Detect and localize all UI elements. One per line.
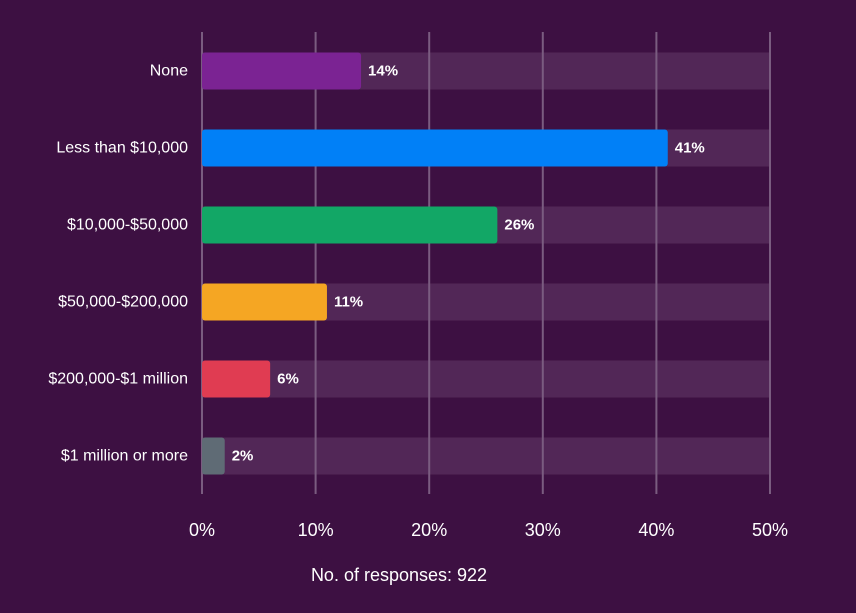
x-tick-label: 0% [189,520,215,540]
bar-track [202,360,770,398]
bar [202,52,362,90]
bar-tracks [202,52,770,475]
category-label: $50,000-$200,000 [58,294,188,311]
bars [202,52,668,475]
bar [202,283,327,321]
x-tick-label: 10% [298,520,334,540]
x-tick-label: 30% [525,520,561,540]
responses-footnote: No. of responses: 922 [311,565,487,585]
category-label: $1 million or more [61,448,188,465]
value-label: 2% [232,448,254,465]
x-tick-label: 40% [638,520,674,540]
x-tick-label: 50% [752,520,788,540]
category-label: None [150,63,188,80]
bar [202,437,225,475]
category-label: $200,000-$1 million [48,371,188,388]
category-label: $10,000-$50,000 [67,217,188,234]
value-label: 26% [504,217,534,234]
bar [202,360,271,398]
value-label: 14% [368,63,398,80]
bar [202,129,668,167]
value-label: 41% [675,140,705,157]
x-tick-label: 20% [411,520,447,540]
bar-track [202,437,770,475]
value-label: 11% [334,294,363,311]
category-label: Less than $10,000 [56,140,188,157]
gridlines [201,32,771,494]
labels: 0% 10% 20% 30% 40% 50% None 14% Less than $10,00… [48,63,788,541]
value-label: 6% [277,371,299,388]
bar [202,206,498,244]
